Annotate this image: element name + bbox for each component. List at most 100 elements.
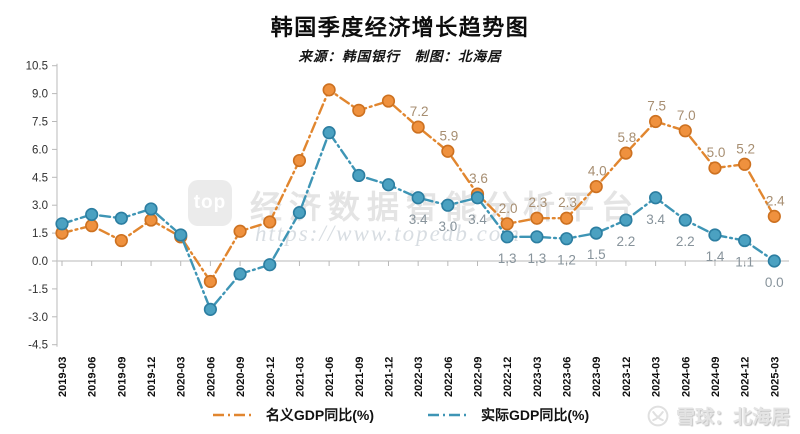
- data-point-marker: [678, 124, 692, 138]
- y-axis-tick-label: -3.0: [28, 312, 48, 324]
- data-point-marker: [619, 213, 633, 227]
- data-point-label: 7.0: [677, 108, 696, 123]
- data-point-marker: [589, 226, 603, 240]
- data-point-marker: [470, 191, 485, 205]
- x-axis-tick-label: 2021-03: [294, 357, 306, 397]
- x-axis-tick-label: 2019-06: [87, 357, 99, 397]
- data-point-label: 1.1: [735, 255, 754, 270]
- data-point-label: 2.3: [558, 195, 577, 210]
- legend-line-nominal-icon: [212, 413, 255, 417]
- y-axis-tick-label: -4.5: [28, 340, 48, 352]
- data-point-marker: [678, 213, 692, 227]
- data-point-marker: [85, 219, 99, 233]
- data-point-label: 7.2: [410, 104, 429, 119]
- y-axis-tick-label: 6.0: [32, 144, 48, 156]
- x-axis-tick-label: 2020-09: [235, 357, 247, 397]
- data-point-marker: [648, 114, 663, 129]
- data-point-marker: [381, 94, 396, 108]
- author-watermark-text: 雪球：北海居: [675, 407, 790, 428]
- data-point-label: 1.5: [587, 247, 606, 262]
- y-axis: 10.5 9.0 7.5 6.0 4.5 3.0 1.5 0.0 -1.5 -3.0 -4.5: [26, 61, 58, 352]
- data-point-label: 3.4: [409, 212, 428, 227]
- data-point-marker: [203, 274, 217, 289]
- author-watermark: 雪球：北海居: [647, 402, 790, 429]
- x-axis-tick-label: 2024-06: [680, 357, 692, 397]
- data-point-marker: [292, 153, 307, 168]
- data-point-label: 2.4: [766, 193, 785, 208]
- data-point-marker: [648, 191, 663, 205]
- data-point-label: 5.0: [707, 145, 726, 160]
- y-axis-tick-label: 10.5: [26, 61, 48, 73]
- data-point-marker: [441, 198, 455, 212]
- y-axis-tick-label: 0.0: [32, 256, 48, 268]
- data-point-label: 5.2: [736, 141, 755, 156]
- x-axis-tick-label: 2023-06: [562, 357, 574, 397]
- legend-item-nominal-gdp: 名义GDP同比(%): [211, 405, 374, 425]
- x-axis-tick-label: 2019-12: [146, 357, 158, 397]
- y-axis-tick-label: 3.0: [32, 200, 48, 212]
- x-axis-tick-label: 2021-12: [383, 357, 395, 397]
- data-point-marker: [144, 202, 158, 216]
- data-point-marker: [411, 120, 425, 134]
- data-point-marker: [322, 83, 336, 97]
- data-point-marker: [263, 258, 277, 272]
- x-axis-tick-label: 2020-12: [265, 357, 277, 397]
- data-point-label: 1.4: [706, 249, 725, 264]
- data-point-marker: [322, 126, 336, 140]
- x-axis-tick-label: 2021-06: [324, 357, 336, 397]
- x-axis-tick-label: 2019-03: [57, 357, 69, 397]
- data-point-marker: [708, 161, 722, 175]
- page-title: 韩国季度经济增长趋势图: [270, 15, 530, 40]
- data-point-marker: [55, 217, 69, 231]
- data-point-label: 2.2: [617, 234, 636, 249]
- data-point-label: 4.0: [588, 164, 607, 179]
- platform-watermark-url: https://www.topedb.com: [255, 221, 521, 246]
- data-point-marker: [500, 230, 514, 244]
- data-point-marker: [619, 146, 633, 160]
- data-point-label: 3.4: [468, 212, 487, 227]
- x-axis-tick-label: 2025-03: [769, 357, 781, 397]
- data-point-marker: [203, 302, 217, 316]
- data-point-label: 2.3: [528, 195, 547, 210]
- x-axis-tick-label: 2023-09: [591, 357, 603, 397]
- xueqiu-logo-icon: [647, 405, 669, 426]
- data-point-marker: [352, 168, 366, 183]
- data-point-marker: [114, 211, 128, 225]
- x-axis-tick-label: 2021-09: [354, 357, 366, 397]
- data-point-marker: [738, 233, 752, 248]
- data-point-marker: [559, 211, 574, 225]
- x-axis-tick-label: 2022-03: [413, 357, 425, 397]
- data-point-marker: [738, 157, 752, 171]
- series-nominal-gdp: 7.2 5.9 3.6 2.0 2.3 2.3 4.0 5.8 7.5 7.0 5.0 5.2 2.4: [55, 83, 785, 289]
- data-point-marker: [767, 209, 781, 223]
- data-point-marker: [500, 217, 514, 231]
- y-axis-tick-label: 4.5: [32, 172, 48, 184]
- x-axis-tick-label: 2020-06: [205, 357, 217, 397]
- data-point-marker: [144, 213, 158, 227]
- x-axis-tick-label: 2024-09: [710, 357, 722, 397]
- legend-label-real-gdp: 实际GDP同比(%): [481, 407, 590, 423]
- data-point-label: 1.3: [527, 251, 546, 266]
- x-axis: 2019-03 2019-06 2019-09 2019-12 2020-03 2020-…: [57, 260, 789, 397]
- x-axis-tick-label: 2023-03: [532, 357, 544, 397]
- y-axis-tick-label: -1.5: [28, 284, 48, 296]
- platform-logo-icon: top: [188, 180, 232, 226]
- data-point-marker: [559, 232, 574, 246]
- data-point-marker: [530, 211, 544, 225]
- legend-label-nominal-gdp: 名义GDP同比(%): [265, 407, 374, 423]
- y-axis-tick-label: 1.5: [32, 228, 48, 240]
- data-point-label: 1.2: [557, 253, 576, 268]
- data-point-label: 2.0: [499, 201, 518, 216]
- series-real-gdp: 3.4 3.0 3.4 1.3 1.3 1.2 1.5 2.2 3.4 2.2 1.4 1.1 0.0: [55, 126, 784, 316]
- data-point-marker: [411, 191, 425, 205]
- x-axis-tick-label: 2022-09: [473, 357, 485, 397]
- data-point-marker: [767, 254, 781, 268]
- data-point-marker: [233, 267, 247, 281]
- data-point-marker: [174, 228, 188, 242]
- y-axis-tick-label: 9.0: [32, 89, 48, 101]
- data-point-marker: [441, 144, 455, 158]
- x-axis-tick-label: 2024-03: [651, 357, 663, 397]
- data-point-marker: [708, 228, 722, 242]
